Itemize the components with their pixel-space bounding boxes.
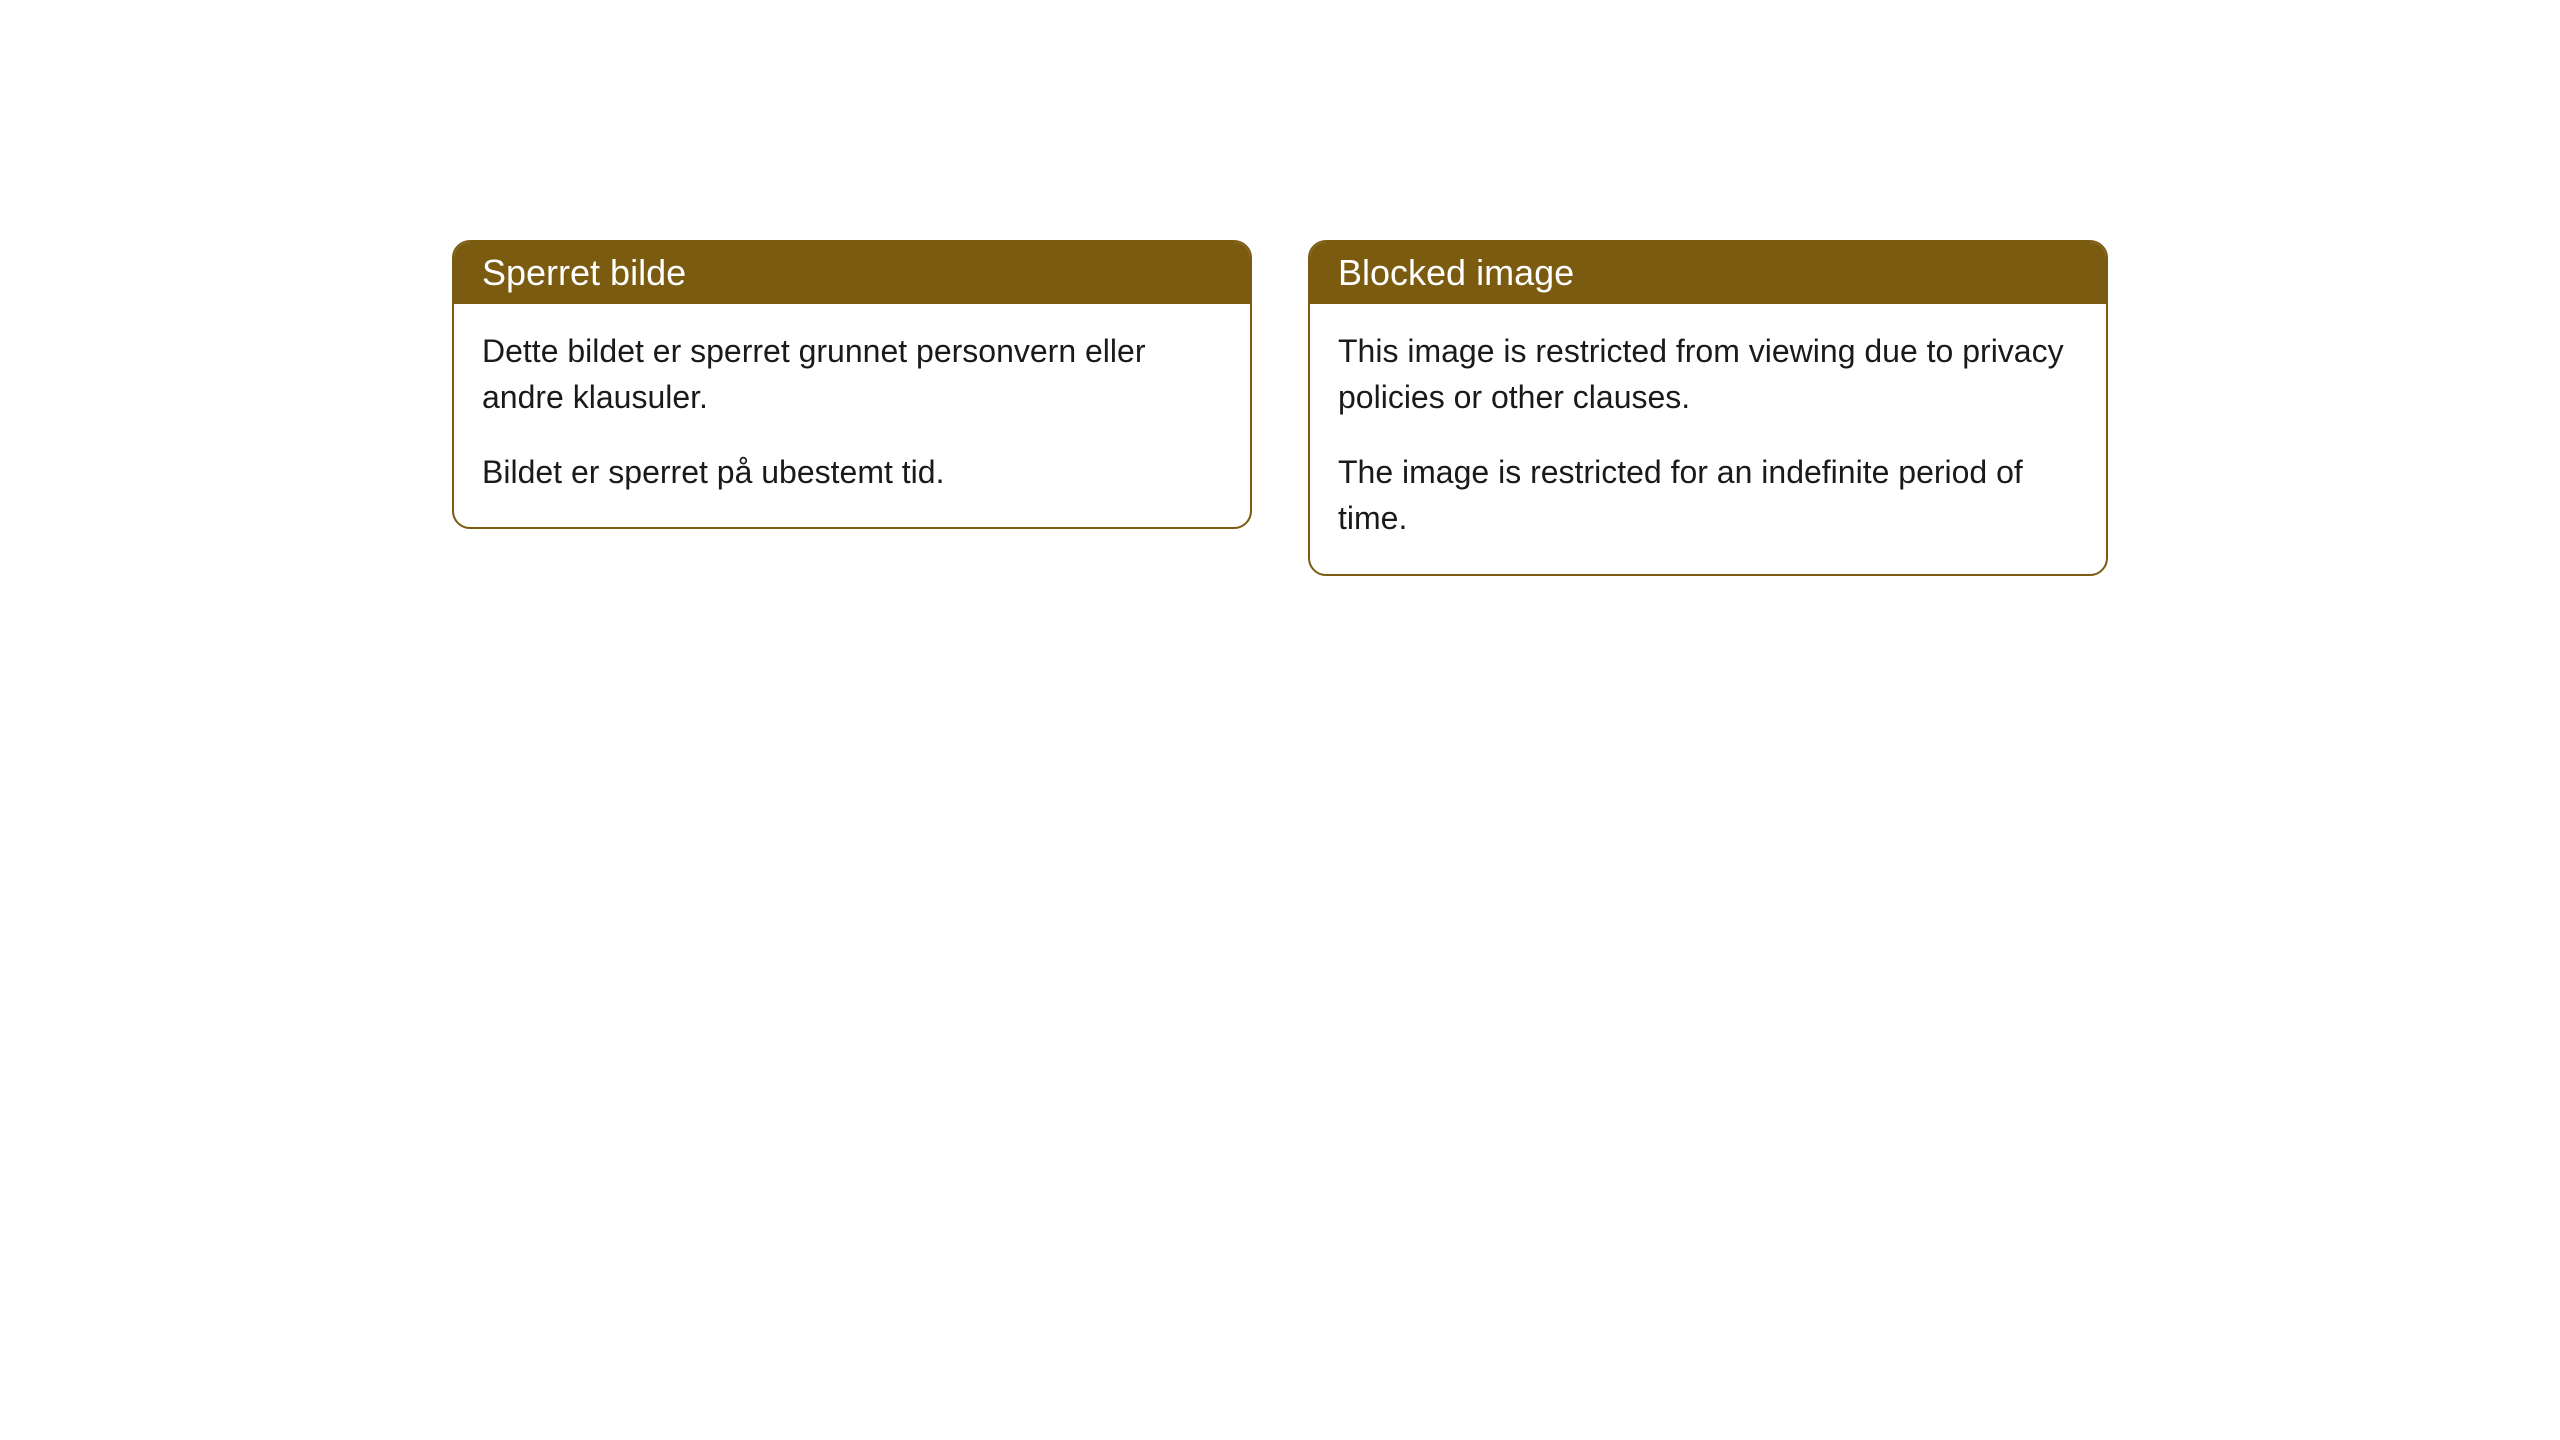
notice-cards-container: Sperret bilde Dette bildet er sperret gr… bbox=[452, 240, 2108, 1440]
card-paragraph: Dette bildet er sperret grunnet personve… bbox=[482, 328, 1222, 421]
card-body: Dette bildet er sperret grunnet personve… bbox=[454, 304, 1250, 527]
card-title: Blocked image bbox=[1338, 252, 1574, 293]
card-paragraph: This image is restricted from viewing du… bbox=[1338, 328, 2078, 421]
notice-card-norwegian: Sperret bilde Dette bildet er sperret gr… bbox=[452, 240, 1252, 529]
card-header: Blocked image bbox=[1310, 242, 2106, 304]
card-body: This image is restricted from viewing du… bbox=[1310, 304, 2106, 574]
card-paragraph: The image is restricted for an indefinit… bbox=[1338, 449, 2078, 542]
card-header: Sperret bilde bbox=[454, 242, 1250, 304]
card-title: Sperret bilde bbox=[482, 252, 686, 293]
notice-card-english: Blocked image This image is restricted f… bbox=[1308, 240, 2108, 576]
card-paragraph: Bildet er sperret på ubestemt tid. bbox=[482, 449, 1222, 495]
